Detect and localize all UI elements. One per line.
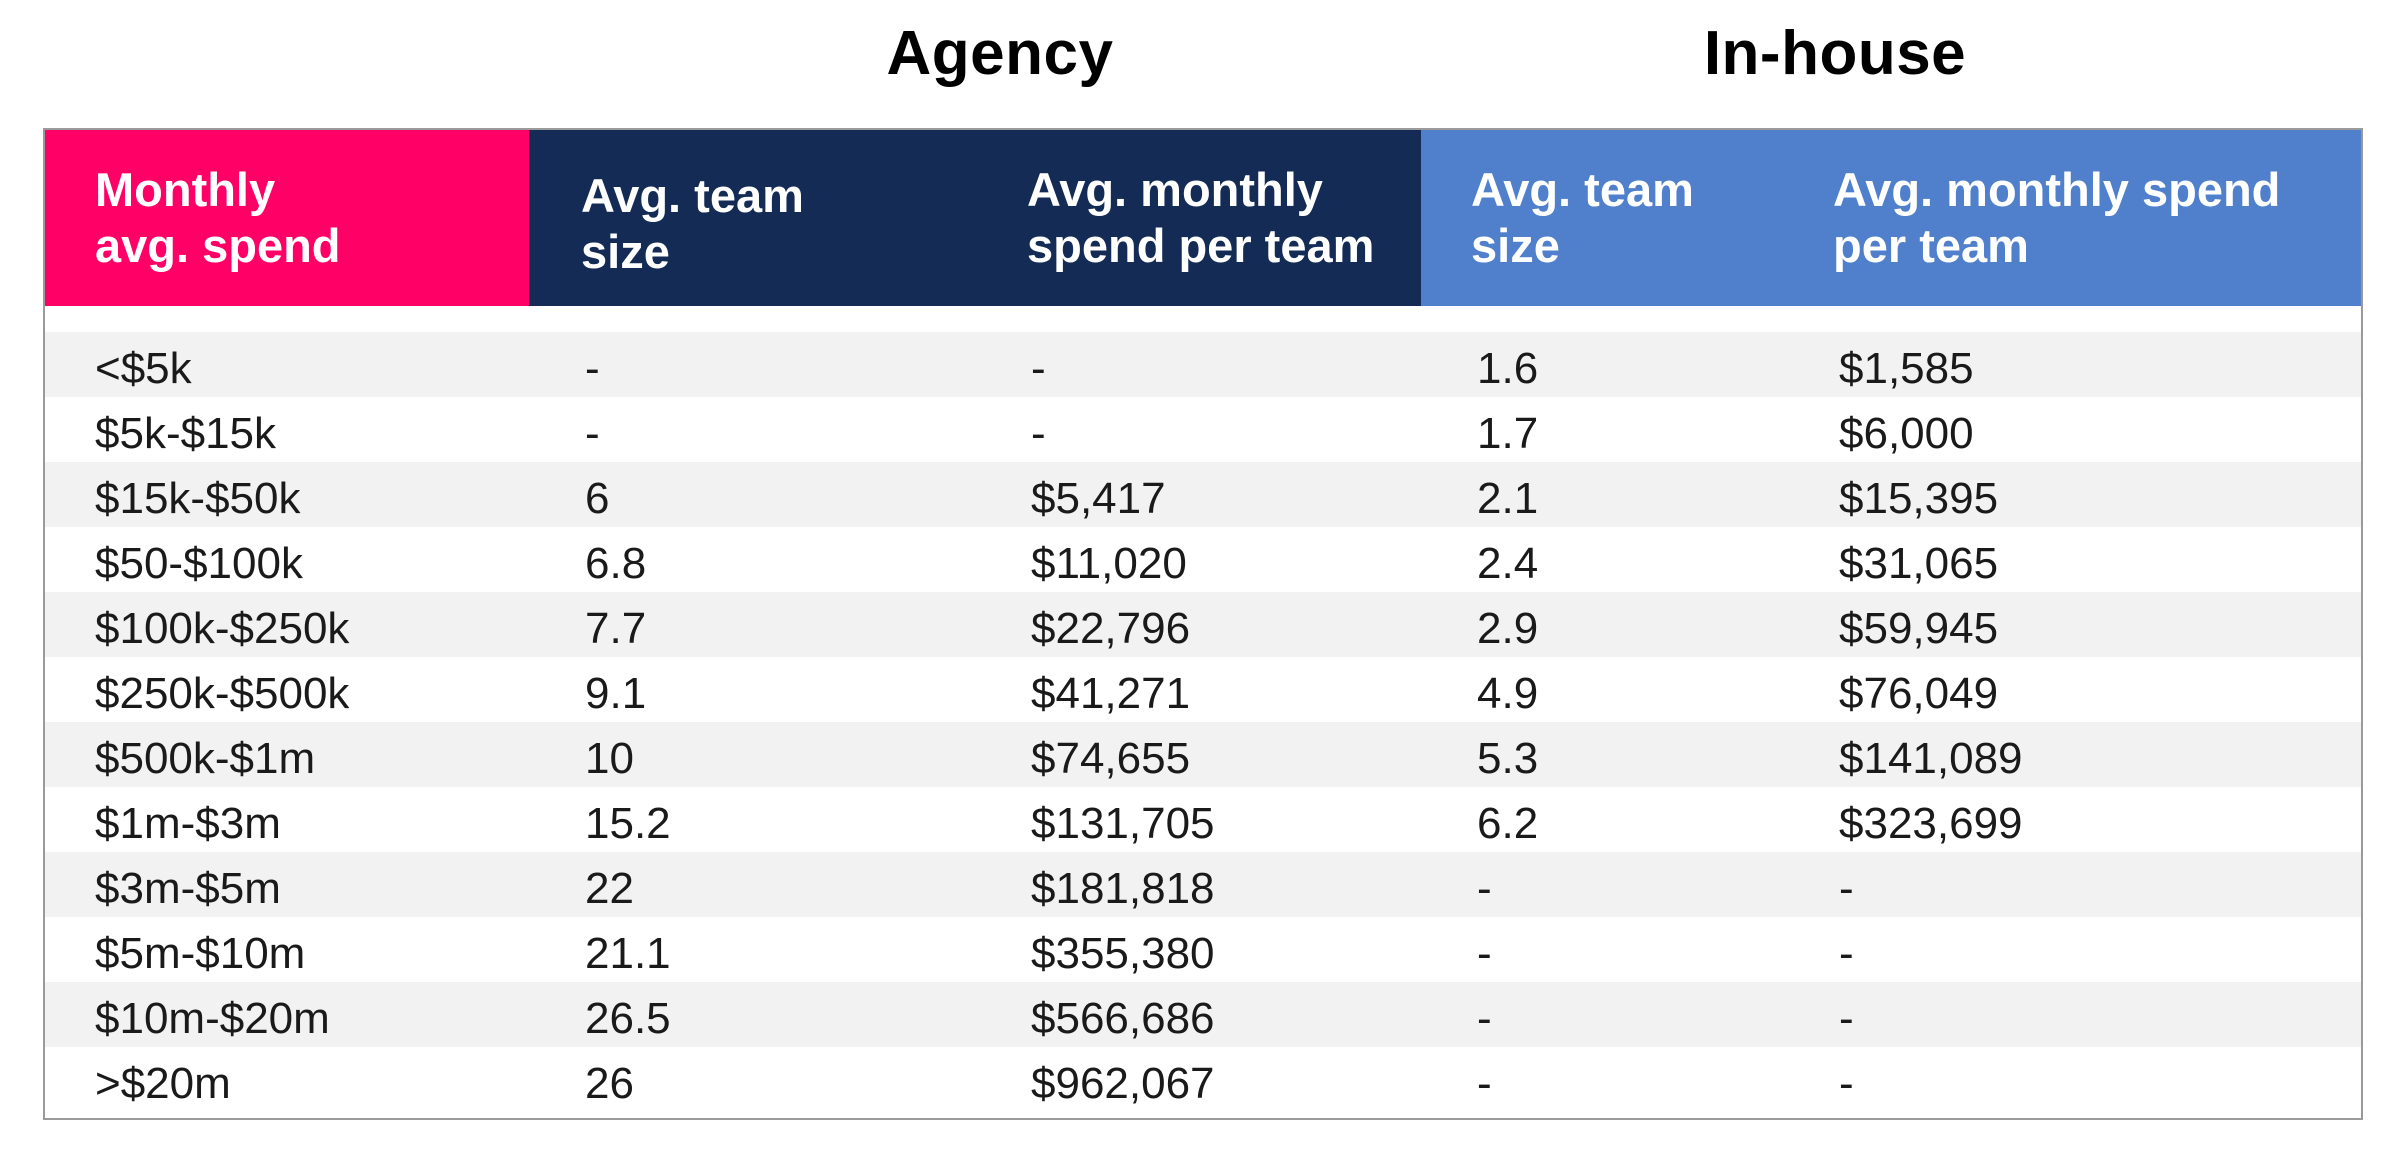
table-cell: - (1477, 994, 1492, 1043)
table-cell: - (1839, 1059, 1854, 1108)
header-line: Avg. team (1471, 163, 1694, 216)
table-cell: $31,065 (1839, 539, 1999, 588)
data-table: Monthly avg. spend Avg. team size Avg. m… (43, 128, 2363, 1120)
header-line: size (1471, 219, 1560, 272)
table-cell: $181,818 (1031, 864, 1215, 913)
table-cell: $6,000 (1839, 409, 1974, 458)
table-cell: 1.6 (1477, 344, 1539, 393)
table-row: $5m-$10m 21.1 $355,380 - - (45, 917, 2361, 982)
header-line: Monthly (95, 163, 276, 216)
table-cell: $566,686 (1031, 994, 1215, 1043)
table-cell: - (1839, 864, 1854, 913)
header-line: avg. spend (95, 219, 341, 272)
table-cell: $10m-$20m (95, 994, 330, 1043)
table-cell: - (1031, 344, 1046, 393)
table-cell: $5m-$10m (95, 929, 306, 978)
table-cell: - (585, 409, 600, 458)
table-cell: <$5k (95, 344, 192, 393)
table-row: $100k-$250k 7.7 $22,796 2.9 $59,945 (45, 592, 2361, 657)
header-line: per team (1833, 219, 2029, 272)
table-cell: 5.3 (1477, 734, 1539, 783)
table-cell: $76,049 (1839, 669, 1999, 718)
table-cell: $500k-$1m (95, 734, 316, 783)
table-cell: 21.1 (585, 929, 671, 978)
table-cell: $15,395 (1839, 474, 1999, 523)
table-cell: $1,585 (1839, 344, 1974, 393)
header-line: Avg. team (581, 169, 804, 222)
table-cell: 6.2 (1477, 799, 1539, 848)
group-title-agency: Agency (886, 19, 1114, 88)
table-cell: $131,705 (1031, 799, 1215, 848)
table-cell: $3m-$5m (95, 864, 281, 913)
table-cell: 26 (585, 1059, 634, 1108)
table-cell: - (1839, 994, 1854, 1043)
table-cell: - (585, 344, 600, 393)
table-cell: $141,089 (1839, 734, 2023, 783)
table-cell: 6 (585, 474, 610, 523)
header-line: size (581, 225, 670, 278)
table-row: $15k-$50k 6 $5,417 2.1 $15,395 (45, 462, 2361, 527)
table-cell: 6.8 (585, 539, 647, 588)
table-cell: $5k-$15k (95, 409, 277, 458)
header-line: spend per team (1027, 219, 1375, 272)
table-row: $250k-$500k 9.1 $41,271 4.9 $76,049 (45, 657, 2361, 722)
table-cell: $323,699 (1839, 799, 2023, 848)
table-cell: 26.5 (585, 994, 671, 1043)
table-cell: 9.1 (585, 669, 647, 718)
table-cell: - (1031, 409, 1046, 458)
table-cell: - (1477, 864, 1492, 913)
table-row: >$20m 26 $962,067 - - (45, 1047, 2361, 1112)
table-cell: - (1477, 929, 1492, 978)
table-row: $3m-$5m 22 $181,818 - - (45, 852, 2361, 917)
table-cell: 10 (585, 734, 634, 783)
table-cell: 1.7 (1477, 409, 1539, 458)
table-cell: $15k-$50k (95, 474, 301, 523)
table-body: <$5k - -1.6 $1,585 $5k-$15k - -1.7 $6,000 $15k-$… (45, 332, 2361, 1112)
table-row: $5k-$15k - - 1.7 $6,000 (45, 397, 2361, 462)
column-header-in-house-team-size: Avg. team size (1421, 130, 1783, 306)
table-cell: $50-$100k (95, 539, 303, 588)
table-cell: $22,796 (1031, 604, 1191, 653)
table-cell: $74,655 (1031, 734, 1191, 783)
table-cell: >$20m (95, 1059, 231, 1108)
column-header-monthly-avg-spend: Monthly avg. spend (45, 130, 529, 306)
column-header-agency-monthly-spend: Avg. monthly spend per team (975, 130, 1421, 306)
table-cell: 15.2 (585, 799, 671, 848)
table-cell: $250k-$500k (95, 669, 350, 718)
table-cell: $41,271 (1031, 669, 1191, 718)
table-cell: 7.7 (585, 604, 647, 653)
header-line: Avg. monthly spend (1833, 163, 2281, 216)
table-row: $1m-$3m 15.2 $131,705 6.2 $323,699 (45, 787, 2361, 852)
table-cell: $11,020 (1031, 539, 1187, 588)
table-cell: $59,945 (1839, 604, 1999, 653)
table-row: $500k-$1m 10 $74,655 5.3 $141,089 (45, 722, 2361, 787)
table-row: <$5k - - 1.6 $1,585 (45, 332, 2361, 397)
table-cell: $962,067 (1031, 1059, 1215, 1108)
table-cell: 22 (585, 864, 634, 913)
table-cell: - (1477, 1059, 1492, 1108)
table-row: $50-$100k 6.8 $11,020 2.4 $31,065 (45, 527, 2361, 592)
table-cell: $1m-$3m (95, 799, 281, 848)
table-cell: $100k-$250k (95, 604, 350, 653)
table-header-row: Monthly avg. spend Avg. team size Avg. m… (45, 130, 2361, 306)
table-cell: 2.4 (1477, 539, 1539, 588)
table-cell: $355,380 (1031, 929, 1215, 978)
table-cell: $5,417 (1031, 474, 1166, 523)
table-cell: 2.1 (1477, 474, 1539, 523)
table-cell: - (1839, 929, 1854, 978)
table-cell: 4.9 (1477, 669, 1539, 718)
table-cell: 2.9 (1477, 604, 1539, 653)
header-line: Avg. monthly (1027, 163, 1323, 216)
column-header-agency-team-size: Avg. team size (529, 130, 975, 306)
table-row: $10m-$20m 26.5 $566,686 - - (45, 982, 2361, 1047)
column-header-in-house-monthly-spend: Avg. monthly spend per team (1783, 130, 2361, 306)
group-title-in-house: In-house (1703, 19, 1967, 88)
